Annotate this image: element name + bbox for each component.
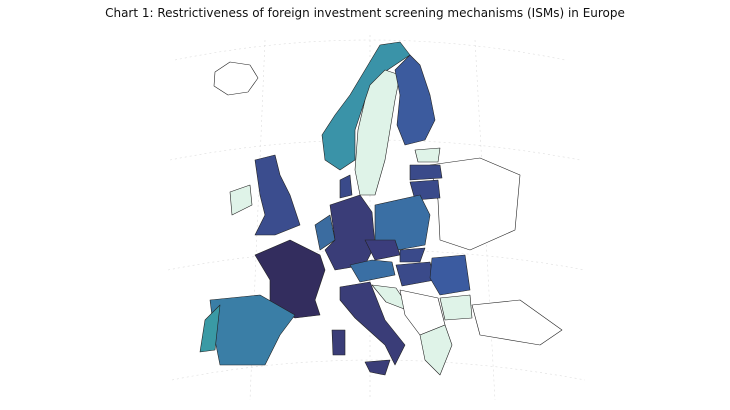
- bulgaria: [439, 294, 473, 321]
- denmark: [339, 174, 353, 199]
- estonia: [414, 147, 441, 163]
- sardinia: [331, 329, 346, 356]
- france: [254, 239, 326, 319]
- turkey: [471, 299, 563, 346]
- latvia: [409, 164, 443, 181]
- ireland: [229, 184, 253, 216]
- romania: [429, 254, 471, 296]
- map-title: Chart 1: Restrictiveness of foreign inve…: [105, 6, 625, 20]
- slovakia: [399, 247, 426, 263]
- sicily: [364, 359, 391, 376]
- countries: [199, 41, 563, 376]
- uk: [254, 154, 301, 236]
- finland: [394, 54, 436, 146]
- graticule-line: [169, 139, 581, 161]
- lithuania: [409, 179, 441, 201]
- belarus-ukraine: [429, 157, 521, 251]
- norway: [321, 41, 411, 171]
- austria: [349, 259, 396, 283]
- greece: [419, 324, 453, 376]
- iceland: [213, 61, 259, 96]
- hungary: [395, 261, 436, 287]
- italy: [339, 281, 406, 366]
- portugal: [199, 304, 221, 353]
